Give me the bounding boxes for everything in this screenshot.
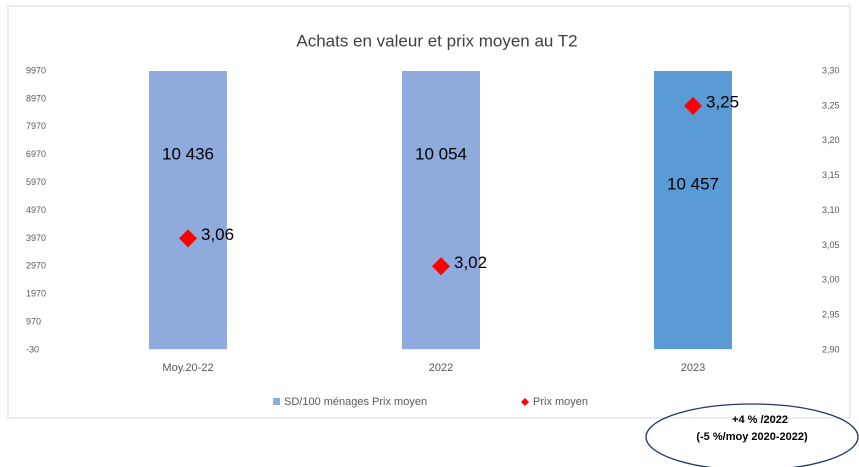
y-tick-label: 2970 [26,261,46,271]
y-tick-label: 5970 [26,177,46,187]
y-tick-label: 4970 [26,205,46,215]
y2-tick-label: 3,20 [822,135,840,145]
bar [402,71,480,350]
y2-tick-label: 3,30 [822,65,840,75]
y-tick-label: 9970 [26,65,46,75]
bar-value-label: 10 054 [415,144,467,163]
legend-label: SD/100 ménages Prix moyen [284,396,427,408]
bar [149,71,227,350]
y-tick-label: -30 [26,344,39,354]
y2-tick-label: 3,10 [822,205,840,215]
legend-swatch [273,398,280,405]
y2-tick-label: 3,05 [822,240,840,250]
marker-value-label: 3,02 [454,253,487,272]
marker-value-label: 3,06 [201,225,234,244]
annotation-ellipse [645,403,859,467]
annotation: +4 % /2022 [732,414,788,426]
plot-area [149,71,732,350]
marker [179,229,197,248]
bar [654,71,732,350]
y2-tick-label: 3,00 [822,275,840,285]
y-tick-label: 970 [26,316,41,326]
bar-value-label: 10 436 [162,144,214,163]
legend-label: Prix moyen [533,396,588,408]
y2-tick-label: 2,95 [822,310,840,320]
x-tick-label: 2022 [429,362,453,374]
y-tick-label: 3970 [26,233,46,243]
bar-value-label: 10 457 [667,174,719,193]
y-tick-label: 8970 [26,93,46,103]
legend-swatch [521,398,529,406]
chart-title: Achats en valeur et prix moyen au T2 [296,31,577,50]
y-tick-label: 6970 [26,149,46,159]
marker [432,257,450,276]
y-tick-label: 7970 [26,121,46,131]
y2-tick-label: 3,15 [822,170,840,180]
x-tick-label: Moy.20-22 [162,362,213,374]
y2-tick-label: 3,25 [822,100,840,110]
annotation: (-5 %/moy 2020-2022) [696,431,808,443]
y-tick-label: 1970 [26,289,46,299]
y2-tick-label: 2,90 [822,344,840,354]
marker-value-label: 3,25 [706,92,739,111]
x-tick-label: 2023 [681,362,705,374]
marker [684,96,702,115]
